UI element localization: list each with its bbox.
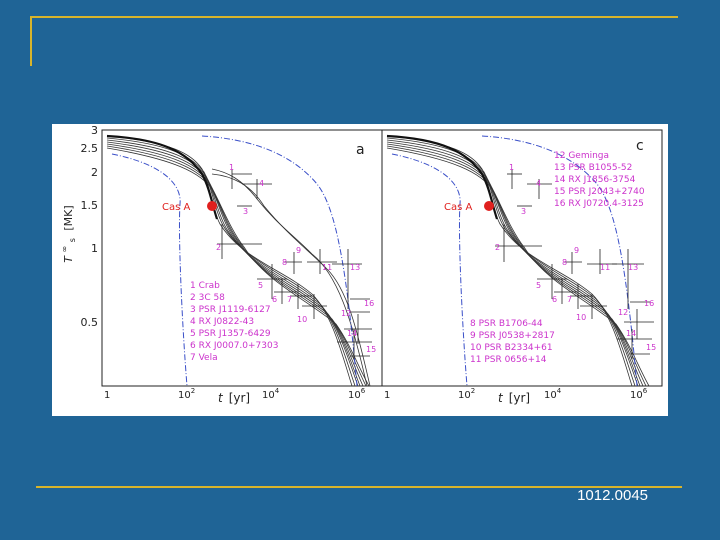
legend-item: 7 Vela [190,353,218,363]
panel-a-cas-a-label: Cas A [162,202,190,213]
legend-item: 1 Crab [190,281,220,291]
legend-item: 13 PSR B1055-52 [554,163,632,173]
point-label-3: 3 [243,207,248,216]
legend-item: 3 PSR J1119-6127 [190,305,271,315]
y-tick-label: 0.5 [81,316,99,329]
point-label-7: 7 [287,295,292,304]
svg-text:T ∞ s: T ∞ s [MK] [57,205,78,262]
point-label-12: 12 [341,309,351,318]
panel-c-cas-a-marker [484,201,494,211]
point-label-9: 9 [574,246,579,255]
point-label-8: 8 [282,258,287,267]
panel-a-x-ticks: 1 102 104 106 [104,387,366,401]
y-axis-label: T ∞ s [MK] [57,205,78,262]
point-label-1: 1 [229,163,234,172]
point-label-6: 6 [552,295,557,304]
left-accent-rule [30,16,32,66]
legend-item: 14 RX J1856-3754 [554,175,636,185]
panel-c-top-legend: 12 Geminga 13 PSR B1055-52 14 RX J1856-3… [554,151,645,209]
point-label-5: 5 [258,281,263,290]
point-label-12: 12 [618,308,628,317]
x-tick-label: 104 [544,387,562,401]
legend-item: 8 PSR B1706-44 [470,319,543,329]
panel-a-curves [106,135,371,387]
x-tick-label: 106 [348,387,366,401]
panel-a-letter: a [356,142,365,158]
panel-c-cas-a-label: Cas A [444,202,472,213]
point-label-6: 6 [272,295,277,304]
point-label-7: 7 [567,295,572,304]
point-label-15: 15 [366,345,376,354]
point-label-16: 16 [644,299,654,308]
legend-item: 5 PSR J1357-6429 [190,329,271,339]
panel-c-errorbars [495,169,654,359]
legend-item: 12 Geminga [554,151,609,161]
slide-footer-id: 1012.0045 [577,487,648,504]
panel-c-x-axis-label: t [yr] [498,391,530,405]
legend-item: 4 RX J0822-43 [190,317,254,327]
x-tick-label: 106 [630,387,648,401]
panel-c-x-ticks: 1 102 104 106 [384,387,648,401]
panel-c-letter: c [636,138,644,154]
legend-item: 15 PSR J2043+2740 [554,187,645,197]
panel-a-cas-a-marker [207,201,217,211]
point-label-2: 2 [216,243,221,252]
point-label-3: 3 [521,207,526,216]
bottom-accent-rule [36,486,682,488]
figure-svg: 3 2.5 2 1.5 1 0.5 T ∞ s [MK] a c [57,124,663,405]
point-label-2: 2 [495,243,500,252]
cooling-curves-figure: 3 2.5 2 1.5 1 0.5 T ∞ s [MK] a c [52,124,668,416]
panel-a-legend: 1 Crab 2 3C 58 3 PSR J1119-6127 4 RX J08… [190,281,278,363]
panel-c-point-labels: 1 2 3 4 5 6 7 8 9 10 11 12 13 14 15 16 [495,163,656,352]
point-label-11: 11 [600,263,610,272]
legend-item: 2 3C 58 [190,293,225,303]
y-axis-sub: s [68,238,77,242]
point-label-13: 13 [628,263,638,272]
panel-a-x-axis-label: t [yr] [218,391,250,405]
panel-a-point-labels: 1 2 3 4 5 6 7 8 9 10 11 12 13 14 15 16 [216,163,376,354]
x-tick-label: 1 [384,390,390,401]
top-accent-rule [30,16,678,18]
panel-a-dashdot-left [111,153,188,387]
point-label-13: 13 [350,263,360,272]
panel-a-errorbars [217,169,372,359]
panel-c-dashdot-left [391,153,468,387]
legend-item: 11 PSR 0656+14 [470,355,547,365]
panel-c-bottom-legend: 8 PSR B1706-44 9 PSR J0538+2817 10 PSR B… [470,319,555,365]
legend-item: 6 RX J0007.0+7303 [190,341,278,351]
x-tick-label: 102 [458,387,475,401]
point-label-11: 11 [322,263,332,272]
y-tick-label: 2.5 [81,142,99,155]
panel-c-dashdot-right [481,135,638,387]
y-tick-label: 2 [91,166,98,179]
legend-item: 9 PSR J0538+2817 [470,331,555,341]
point-label-14: 14 [626,329,636,338]
point-label-16: 16 [364,299,374,308]
point-label-4: 4 [536,179,541,188]
point-label-8: 8 [562,258,567,267]
y-tick-labels: 3 2.5 2 1.5 1 0.5 [81,124,99,329]
point-label-10: 10 [576,313,586,322]
point-label-15: 15 [646,343,656,352]
point-label-10: 10 [297,315,307,324]
y-axis-unit: [MK] [62,205,75,230]
y-tick-label: 1.5 [81,199,99,212]
point-label-9: 9 [296,246,301,255]
x-tick-label: 102 [178,387,195,401]
y-axis-sup: ∞ [60,246,69,253]
y-tick-label: 3 [91,124,98,137]
point-label-4: 4 [259,179,264,188]
x-tick-label: 1 [104,390,110,401]
legend-item: 10 PSR B2334+61 [470,343,553,353]
point-label-5: 5 [536,281,541,290]
legend-item: 16 RX J0720.4-3125 [554,199,644,209]
y-tick-label: 1 [91,242,98,255]
panel-a-dashdot-right [201,135,358,387]
x-tick-label: 104 [262,387,280,401]
point-label-1: 1 [509,163,514,172]
point-label-14: 14 [347,329,357,338]
y-axis-symbol: T [62,255,75,263]
